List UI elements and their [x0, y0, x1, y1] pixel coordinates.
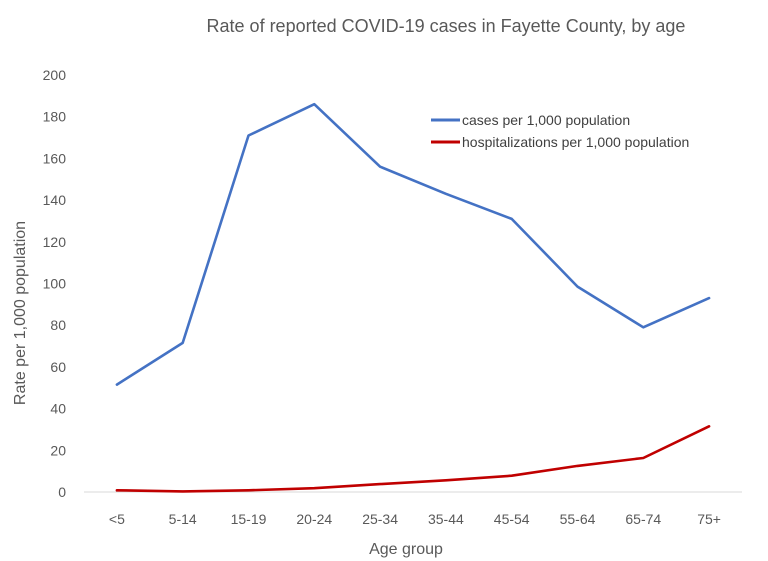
y-tick-label: 100	[43, 276, 67, 292]
y-tick-label: 20	[50, 442, 66, 458]
y-tick-label: 160	[43, 150, 67, 166]
y-tick-label: 140	[43, 192, 67, 208]
legend-label-cases: cases per 1,000 population	[462, 112, 630, 128]
x-tick-label: 65-74	[625, 511, 661, 527]
series-line-hospitalizations	[115, 424, 711, 493]
x-tick-label: 75+	[697, 511, 721, 527]
x-tick-label: 5-14	[169, 511, 197, 527]
x-tick-label: 25-34	[362, 511, 398, 527]
legend: cases per 1,000 population hospitalizatio…	[431, 112, 689, 150]
series-line-cases	[115, 102, 711, 386]
series-group	[115, 102, 711, 493]
x-tick-label: 20-24	[296, 511, 332, 527]
x-tick-label: 45-54	[494, 511, 530, 527]
x-axis-ticks: <5 5-14 15-19 20-24 25-34 35-44 45-54 55-64 65-7…	[109, 511, 721, 527]
chart-title: Rate of reported COVID-19 cases in Fayet…	[207, 16, 686, 36]
y-tick-label: 200	[43, 67, 67, 83]
y-axis-title: Rate per 1,000 population	[12, 221, 29, 405]
x-axis-title: Age group	[369, 541, 443, 558]
y-tick-label: 0	[58, 484, 66, 500]
y-tick-label: 40	[50, 401, 66, 417]
y-tick-label: 120	[43, 234, 67, 250]
y-tick-label: 180	[43, 109, 67, 125]
x-tick-label: <5	[109, 511, 125, 527]
x-tick-label: 35-44	[428, 511, 464, 527]
x-tick-label: 55-64	[560, 511, 596, 527]
x-tick-label: 15-19	[231, 511, 267, 527]
y-axis-ticks: 0 20 40 60 80 100 120 140 160 180 200	[43, 67, 67, 500]
legend-label-hospitalizations: hospitalizations per 1,000 population	[462, 134, 689, 150]
y-tick-label: 80	[50, 317, 66, 333]
y-tick-label: 60	[50, 359, 66, 375]
